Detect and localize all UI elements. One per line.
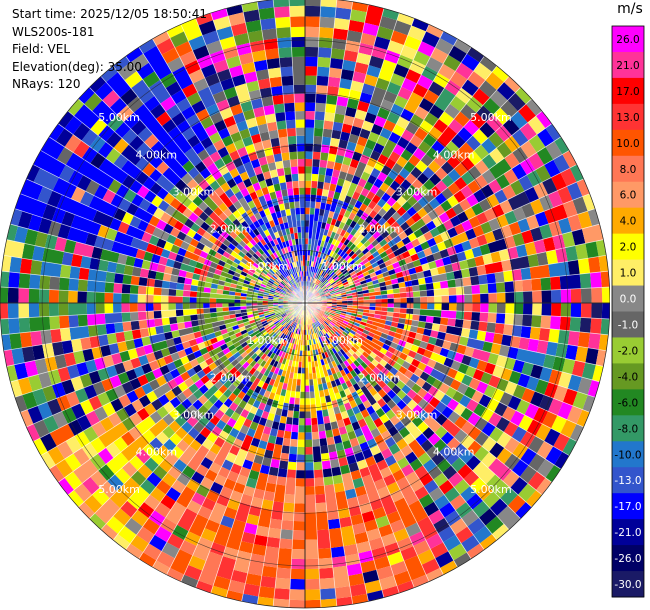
colorbar-tick-label: 1.0 [620, 268, 637, 280]
colorbar-segment [612, 26, 644, 53]
colorbar-tick-label: 13.0 [616, 112, 639, 124]
range-ring-label: 4.00km [433, 446, 475, 459]
colorbar-segment [612, 259, 644, 287]
range-ring-label: 5.00km [98, 483, 140, 496]
colorbar-segment [612, 233, 644, 261]
range-ring-label: 1.00km [247, 334, 289, 347]
colorbar-segment [612, 103, 644, 131]
colorbar-tick-label: 2.0 [620, 242, 637, 254]
colorbar-tick-label: 17.0 [616, 86, 639, 98]
colorbar-segment [612, 545, 644, 572]
start-time-text: Start time: 2025/12/05 18:50:41 [12, 7, 207, 21]
colorbar-tick-label: -26.0 [614, 553, 641, 565]
velocity-gate-cells [30, 26, 572, 498]
range-ring-label: 4.00km [136, 148, 178, 161]
velocity-gate-cells [33, 16, 610, 566]
range-rings [0, 0, 610, 609]
velocity-gate-cells [19, 1, 610, 609]
colorbar-segment [612, 155, 644, 183]
colorbar-segment [612, 389, 644, 416]
colorbar-tick-label: 6.0 [620, 190, 637, 202]
colorbar-tick-label: 26.0 [616, 34, 639, 46]
colorbar-tick-label: -10.0 [614, 449, 641, 461]
colorbar-segment [612, 181, 644, 209]
colorbar-segment [612, 129, 644, 157]
colorbar-segment [612, 519, 644, 546]
colorbar-segment [612, 51, 644, 79]
range-ring-label: 5.00km [98, 111, 140, 124]
colorbar-segment [612, 207, 644, 235]
range-ring-label: 5.00km [470, 111, 512, 124]
colorbar-tick-label: -2.0 [618, 345, 639, 357]
range-ring-label: 4.00km [136, 446, 178, 459]
nrays-text: NRays: 120 [12, 77, 81, 91]
colorbar-tick-label: 0.0 [620, 294, 637, 306]
colorbar: 26.0 21.0 17.0 13.0 10.0 8.0 6.0 4.0 2.0 1.0 0.0 -1… [611, 25, 645, 598]
colorbar-segment [612, 493, 644, 520]
range-ring-label: 2.00km [210, 223, 252, 236]
colorbar-tick-label: 4.0 [620, 216, 637, 228]
colorbar-segment [612, 415, 644, 442]
elevation-text: Elevation(deg): 35.00 [12, 59, 142, 74]
colorbar-tick-label: 8.0 [620, 164, 637, 176]
velocity-gate-cells [49, 32, 603, 609]
colorbar-tick-label: -4.0 [618, 371, 639, 383]
colorbar-tick-label: -30.0 [614, 579, 641, 591]
colorbar-frame [611, 25, 645, 598]
range-ring-label: 5.00km [470, 483, 512, 496]
colorbar-tick-label: -6.0 [618, 397, 639, 409]
range-ring-label: 3.00km [396, 185, 438, 198]
ppi-plot: 1.00km 1.00km 1.00km 1.00km 2.00km 2.00km 2.00… [0, 0, 610, 609]
range-ring-label: 2.00km [359, 371, 401, 384]
velocity-gate-cells [8, 45, 582, 590]
colorbar-tick-label: 21.0 [616, 60, 639, 72]
colorbar-tick-label: -17.0 [614, 501, 641, 513]
range-ring-label: 1.00km [321, 334, 363, 347]
field-text: Field: VEL [12, 42, 71, 56]
velocity-gate-cells [17, 27, 609, 608]
colorbar-title: m/s [617, 1, 643, 17]
colorbar-segment [612, 467, 644, 494]
range-ring-label: 3.00km [396, 409, 438, 422]
colorbar-tick-label: 10.0 [616, 138, 639, 150]
colorbar-tick-label: -1.0 [618, 319, 639, 331]
colorbar-segment [612, 285, 644, 312]
colorbar-segment [612, 571, 644, 598]
range-ring-label: 3.00km [173, 185, 215, 198]
range-ring-labels: 1.00km 1.00km 1.00km 1.00km 2.00km 2.00km 2.00… [98, 111, 511, 496]
colorbar-segment [612, 363, 644, 390]
colorbar-tick-label: -13.0 [614, 475, 641, 487]
range-ring-label: 1.00km [321, 260, 363, 273]
range-ring-label: 2.00km [359, 223, 401, 236]
instrument-text: WLS200s-181 [12, 24, 95, 39]
colorbar-tick-label: -21.0 [614, 527, 641, 539]
range-ring-label: 3.00km [173, 409, 215, 422]
colorbar-segment [612, 441, 644, 468]
colorbar-segment [612, 77, 644, 105]
colorbar-segment [612, 337, 644, 364]
scan-info: Start time: 2025/12/05 18:50:41 WLS200s-… [12, 6, 207, 94]
range-ring-label: 4.00km [433, 148, 475, 161]
colorbar-segment [612, 311, 644, 338]
range-ring-label: 2.00km [210, 371, 252, 384]
colorbar-tick-label: -8.0 [618, 423, 639, 435]
range-ring-label: 1.00km [247, 260, 289, 273]
